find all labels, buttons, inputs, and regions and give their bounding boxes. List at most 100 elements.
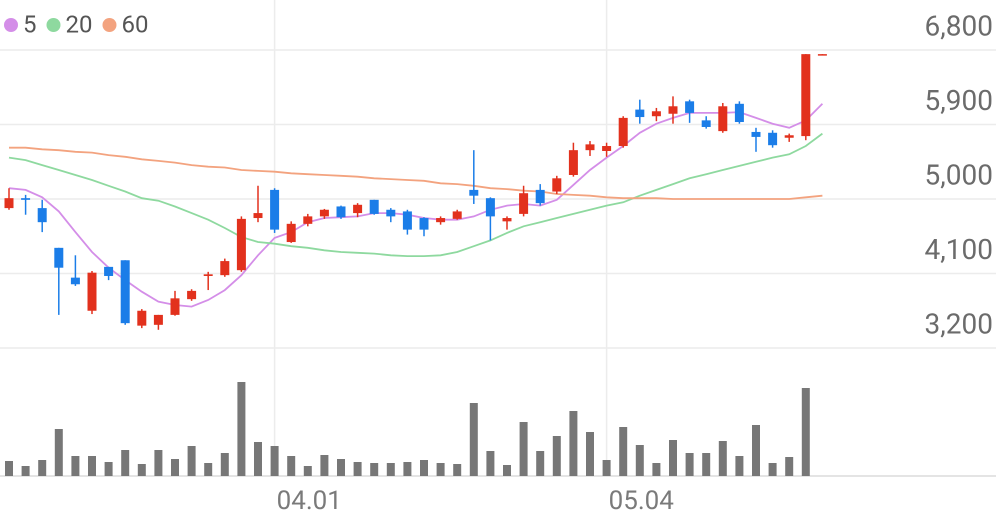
volume-bar (287, 456, 296, 476)
volume-bar (137, 464, 146, 476)
candle-body (253, 213, 263, 219)
candle-body (485, 198, 495, 217)
ma-line (8, 103, 824, 308)
candle-body (319, 209, 329, 217)
candle-body (137, 310, 147, 326)
volume-bar (370, 463, 379, 476)
candle-body (651, 111, 661, 117)
volume-bar (237, 382, 246, 476)
candle-body (618, 117, 628, 147)
volume-bar (519, 422, 528, 476)
volume-bar (552, 436, 561, 476)
volume-bar (785, 457, 794, 476)
legend-label: 5 (23, 10, 37, 38)
legend-label: 60 (121, 10, 148, 38)
volume-bar (71, 456, 80, 476)
volume-bar (353, 462, 362, 476)
x-tick-label: 04.01 (277, 486, 342, 516)
volume-bar (38, 460, 47, 476)
candle-body (718, 106, 728, 132)
candle-body (303, 216, 313, 224)
candle-body (784, 135, 794, 138)
candle-body (104, 266, 114, 276)
candle-body (369, 199, 379, 214)
candle-body (170, 298, 180, 315)
volume-bar (204, 463, 213, 476)
candle-body (37, 208, 47, 223)
volume-bar (752, 425, 760, 476)
volume-bar (453, 464, 462, 476)
volume-bar (88, 456, 96, 476)
candle-body (768, 132, 778, 146)
volume-bar (469, 403, 478, 476)
volume-bar (270, 446, 279, 476)
ma-line (8, 132, 823, 258)
volume-bar (768, 463, 777, 476)
volume-bar (635, 445, 644, 476)
volume-bar (104, 462, 113, 476)
volume-bar (171, 459, 179, 476)
volume-bar (254, 442, 262, 476)
candle-body (120, 260, 130, 324)
candle-body (353, 204, 363, 214)
volume-bar (54, 429, 63, 476)
y-tick-label: 5,000 (925, 158, 993, 191)
candle-body (801, 54, 811, 137)
ma-line (9, 146, 823, 200)
candle-body (685, 101, 695, 113)
candle-body (452, 211, 462, 219)
candle-body (519, 193, 529, 214)
volume-bar (386, 463, 395, 476)
candle-body (336, 206, 346, 218)
volume-bar (718, 441, 727, 476)
y-tick-label: 3,200 (925, 307, 993, 340)
volume-bar (154, 450, 163, 476)
volume-bar (702, 453, 711, 476)
volume-bar (187, 446, 196, 476)
volume-bar (21, 466, 30, 476)
volume-bar (685, 453, 694, 476)
volume-bar (436, 463, 445, 476)
volume-bar (121, 450, 130, 476)
candle-body (419, 218, 429, 230)
candle-body (436, 218, 446, 223)
volume-bar (586, 432, 594, 476)
candle-body (153, 314, 163, 325)
volume-bar (420, 460, 428, 476)
volume-bar (619, 427, 628, 476)
volume-bar (503, 465, 511, 476)
volume-bar (602, 460, 611, 476)
candle-body (502, 218, 512, 222)
volume-bar (220, 453, 229, 476)
volume-bar (337, 459, 345, 476)
candle-body (187, 290, 197, 300)
volume-bar (320, 455, 329, 476)
candle-body (402, 211, 412, 230)
legend-swatch (4, 18, 18, 32)
candle-body (734, 103, 744, 123)
candle-body (87, 272, 97, 311)
volume-bar (669, 440, 677, 476)
volume-bar (403, 462, 412, 476)
candle-body (70, 277, 80, 285)
volume-bar (536, 451, 545, 476)
volume-bar (652, 463, 661, 476)
candle-body (203, 274, 213, 276)
candle-body (220, 261, 230, 276)
candle-body (21, 198, 31, 200)
volume-bar (801, 388, 810, 476)
candle-body (286, 223, 296, 243)
volume-bar (569, 411, 578, 476)
legend-swatch (46, 18, 61, 32)
candle-body (751, 131, 761, 137)
candle-body (4, 198, 14, 209)
candle-body (236, 218, 246, 271)
legend-label: 20 (66, 10, 93, 38)
candle-body (668, 106, 678, 114)
candle-body (602, 146, 612, 151)
y-tick-label: 6,800 (925, 9, 993, 42)
candle-body (54, 247, 64, 268)
volume-bar (486, 451, 495, 476)
y-tick-label: 4,100 (925, 233, 993, 266)
